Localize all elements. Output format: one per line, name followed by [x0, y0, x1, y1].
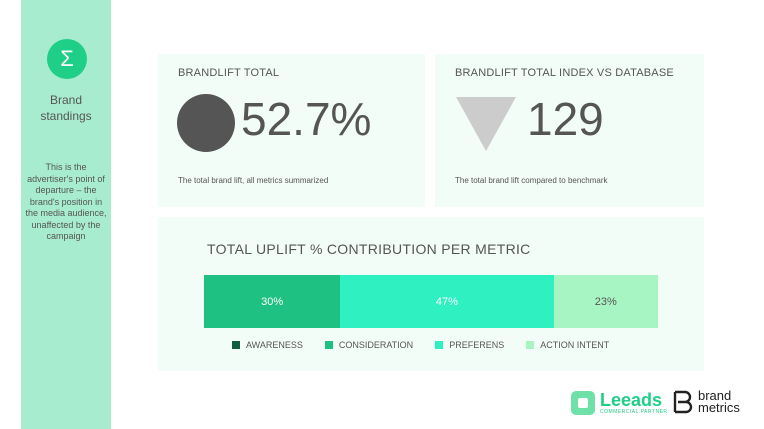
brandlift-total-value: 52.7%: [241, 93, 372, 145]
contribution-bar: 30% 47% 23%: [204, 275, 658, 328]
brandmetrics-logo: brand metrics: [672, 388, 740, 415]
brandlift-total-card: BRANDLIFT TOTAL 52.7% The total brand li…: [158, 54, 425, 207]
card-title: BRANDLIFT TOTAL: [178, 67, 280, 79]
brandmetrics-icon: [673, 390, 693, 414]
sidebar-title: Brand standings: [40, 93, 92, 123]
legend-label: ACTION INTENT: [540, 340, 610, 350]
legend-swatch: [435, 341, 444, 349]
bm-line2: metrics: [698, 400, 740, 415]
legend-swatch: [526, 341, 535, 349]
legend-label: PREFERENS: [449, 340, 505, 350]
card-title: BRANDLIFT TOTAL INDEX VS DATABASE: [455, 67, 674, 79]
circle-icon: [177, 94, 235, 152]
card-note: The total brand lift, all metrics summar…: [178, 176, 329, 185]
brandlift-index-card: BRANDLIFT TOTAL INDEX VS DATABASE 129 Th…: [435, 54, 704, 207]
legend-item: ACTION INTENT: [526, 340, 609, 350]
triangle-down-icon: [456, 97, 516, 151]
leeads-sub: COMMERCIAL PARTNER: [600, 409, 668, 415]
legend-label: CONSIDERATION: [338, 340, 414, 350]
bar-segment: 30%: [204, 275, 341, 328]
contribution-title: TOTAL UPLIFT % CONTRIBUTION PER METRIC: [207, 241, 531, 257]
leeads-name: Leeads: [600, 390, 663, 410]
brandlift-index-value: 129: [527, 93, 604, 145]
card-note: The total brand lift compared to benchma…: [455, 176, 608, 185]
legend-label: AWARENESS: [246, 340, 303, 350]
sidebar: Σ Brand standings This is the advertiser…: [21, 0, 111, 429]
legend-item: AWARENESS: [232, 340, 303, 350]
legend-swatch: [324, 341, 333, 349]
bar-segment: 47%: [340, 275, 554, 328]
bar-segment: 23%: [553, 275, 658, 328]
legend-swatch: [232, 341, 240, 349]
bm-line1: brand: [698, 388, 732, 403]
legend-item: CONSIDERATION: [324, 340, 414, 350]
sigma-icon: Σ: [47, 39, 87, 79]
legend: AWARENESS CONSIDERATION PREFERENS ACTION IN…: [232, 340, 631, 350]
sidebar-description: This is the advertiser's point of depart…: [25, 162, 107, 241]
leeads-logo: Leeads COMMERCIAL PARTNER: [571, 391, 668, 415]
legend-item: PREFERENS: [435, 340, 504, 350]
leeads-icon: [571, 391, 595, 415]
